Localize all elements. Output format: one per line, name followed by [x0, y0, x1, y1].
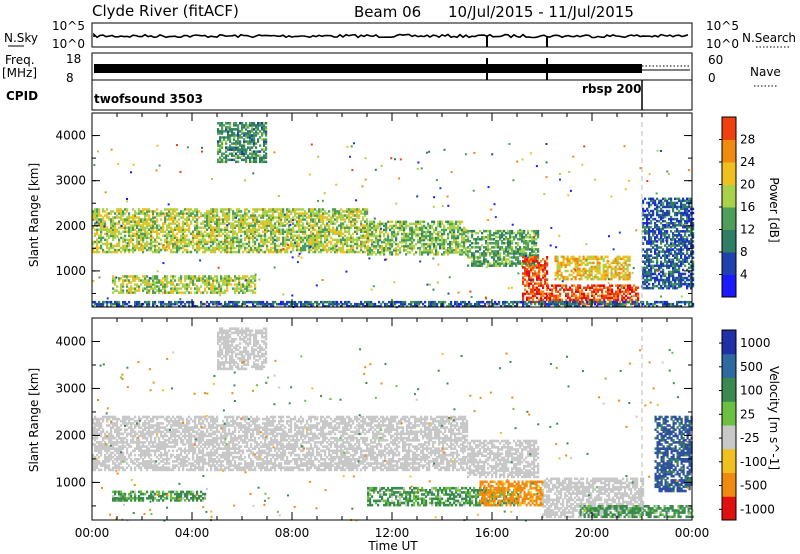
colorbar-segment: [722, 401, 736, 426]
nave-tick-bottom: 0: [708, 71, 716, 85]
beam-label: Beam 06: [354, 3, 421, 21]
data-band: [642, 197, 695, 290]
colorbar-tick: 28: [740, 133, 755, 147]
nave-tick-top: 60: [708, 53, 723, 67]
x-tick-label: 12:00: [375, 526, 410, 540]
velocity-colorbar-label: Velocity [m s^-1]: [767, 366, 781, 470]
data-band: [522, 256, 549, 306]
nsky-tick-bottom: 10^0: [52, 37, 85, 51]
cpid-panel: [91, 79, 693, 111]
colorbar-tick: -500: [740, 479, 767, 493]
data-band: [112, 275, 257, 294]
nsearch-label: N.Search: [742, 31, 796, 45]
colorbar-segment: [722, 496, 736, 521]
nsky-tick-top: 10^5: [52, 19, 85, 33]
colorbar-segment: [722, 448, 736, 473]
data-band: [579, 505, 694, 519]
y-tick-label: 4000: [55, 129, 86, 143]
colorbar-tick: 16: [740, 200, 755, 214]
data-band: [367, 220, 468, 256]
x-tick-label: 08:00: [275, 526, 310, 540]
colorbar-segment: [722, 252, 736, 275]
colorbar-segment: [722, 117, 736, 140]
scatter-echoes: [92, 142, 690, 309]
nsearch-tick-top: 10^5: [706, 19, 739, 33]
colorbar-tick: 12: [740, 223, 755, 237]
x-tick-label: 16:00: [475, 526, 510, 540]
time-xlabel: Time UT: [367, 539, 418, 553]
freq-tick-bottom: 8: [66, 71, 74, 85]
colorbar-tick: 8: [740, 245, 748, 259]
velocity-panel: 1000 2000 3000 4000 00:00 04:00 08:00 12:00 16:0…: [55, 317, 710, 540]
scatter-echoes: [95, 348, 690, 522]
colorbar-tick: 1000: [740, 336, 771, 350]
data-band: [479, 480, 544, 507]
nsearch-tick-bottom: 10^0: [706, 37, 739, 51]
cpid-label: CPID: [6, 89, 38, 103]
colorbar-tick: 20: [740, 178, 755, 192]
velocity-colorbar: 1000 500 100 25 -25 -100 -500 -1000: [719, 329, 775, 521]
nsky-panel: [91, 22, 693, 48]
data-band: [217, 122, 268, 164]
cpid-program-2: rbsp 200: [582, 82, 641, 96]
colorbar-tick: 24: [740, 155, 755, 169]
y-tick-label: 4000: [55, 334, 86, 348]
data-band: [554, 255, 631, 281]
colorbar-segment: [722, 184, 736, 208]
nave-label: Nave: [750, 65, 781, 79]
freq-label-1: Freq.: [5, 53, 35, 67]
colorbar-segment: [722, 330, 736, 355]
velocity-ylabel: Slant Range [km]: [27, 368, 41, 472]
colorbar-tick: 4: [740, 268, 748, 282]
data-band: [217, 327, 268, 371]
date-range: 10/Jul/2015 - 11/Jul/2015: [448, 3, 634, 21]
colorbar-segment: [722, 229, 736, 253]
data-band: [542, 477, 645, 519]
colorbar-segment: [722, 377, 736, 402]
colorbar-tick: 100: [740, 384, 763, 398]
station-title: Clyde River (fitACF): [92, 2, 239, 20]
colorbar-segment: [722, 162, 736, 185]
colorbar-tick: -1000: [740, 502, 775, 516]
x-tick-label: 00:00: [75, 526, 110, 540]
y-tick-label: 2000: [55, 219, 86, 233]
power-ylabel: Slant Range [km]: [27, 163, 41, 267]
x-tick-label: 20:00: [575, 526, 610, 540]
nsky-trace: [93, 32, 689, 39]
data-band: [112, 490, 207, 502]
data-band: [92, 300, 695, 308]
data-band: [467, 439, 540, 479]
colorbar-segment: [722, 139, 736, 163]
data-band: [92, 415, 469, 472]
colorbar-tick: -25: [740, 431, 760, 445]
cpid-program-1: twofsound 3503: [94, 92, 203, 106]
colorbar-segment: [722, 472, 736, 497]
colorbar-tick: 500: [740, 360, 763, 374]
freq-trace: [94, 64, 642, 73]
colorbar-tick: 25: [740, 407, 755, 421]
y-tick-label: 2000: [55, 428, 86, 442]
power-colorbar: 4 8 12 16 20 24 28: [719, 116, 755, 298]
y-tick-label: 1000: [55, 264, 86, 278]
data-band: [654, 415, 693, 493]
power-colorbar-label: Power [dB]: [767, 177, 781, 242]
y-tick-label: 3000: [55, 381, 86, 395]
freq-label-2: [MHz]: [2, 66, 37, 80]
freq-tick-top: 18: [66, 52, 81, 66]
colorbar-segment: [722, 425, 736, 450]
y-tick-label: 1000: [55, 475, 86, 489]
y-tick-label: 3000: [55, 174, 86, 188]
nsky-label: N.Sky: [4, 31, 38, 45]
colorbar-tick: -100: [740, 455, 767, 469]
colorbar-segment: [722, 274, 736, 298]
colorbar-segment: [722, 353, 736, 378]
colorbar-segment: [722, 207, 736, 230]
power-panel: 1000 2000 3000 4000: [55, 112, 695, 309]
x-tick-label: 04:00: [175, 526, 210, 540]
x-tick-label: 00:00: [675, 526, 710, 540]
